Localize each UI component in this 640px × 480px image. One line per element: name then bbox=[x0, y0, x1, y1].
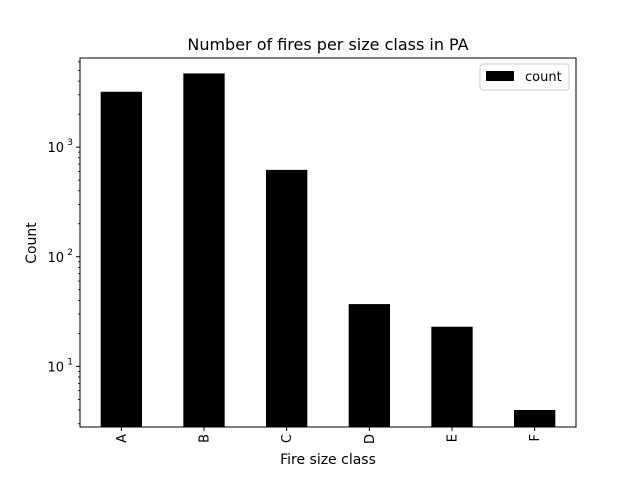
x-ticks-group: A B C D E F bbox=[115, 427, 543, 444]
x-tick-label-F: F bbox=[528, 434, 543, 441]
y-tick-exponent-100: 2 bbox=[67, 248, 73, 258]
y-tick-label-10: 10 bbox=[47, 360, 64, 375]
x-tick-label-E: E bbox=[446, 434, 461, 442]
bar-C bbox=[266, 169, 308, 428]
legend-box bbox=[479, 63, 570, 91]
x-tick-label-D: D bbox=[363, 434, 378, 444]
legend: count bbox=[479, 63, 570, 91]
bar-A bbox=[100, 91, 142, 428]
legend-swatch bbox=[486, 71, 514, 81]
x-tick-label-C: C bbox=[280, 434, 295, 443]
bar-B bbox=[183, 73, 225, 428]
x-tick-label-A: A bbox=[115, 434, 130, 443]
chart-title: Number of fires per size class in PA bbox=[187, 35, 468, 54]
bar-F bbox=[514, 410, 556, 427]
bars-group bbox=[100, 73, 556, 428]
y-tick-label-1000: 10 bbox=[47, 141, 64, 156]
x-axis-label: Fire size class bbox=[280, 452, 376, 468]
legend-label: count bbox=[525, 70, 562, 85]
bar-E bbox=[431, 326, 473, 427]
x-tick-label-B: B bbox=[198, 434, 213, 443]
y-tick-exponent-1000: 3 bbox=[67, 138, 73, 148]
y-tick-exponent-10: 1 bbox=[67, 357, 73, 367]
plot-frame bbox=[79, 57, 577, 428]
y-tick-label-100: 10 bbox=[47, 251, 64, 266]
y-axis-label: Count bbox=[24, 222, 40, 264]
bar-D bbox=[348, 304, 390, 427]
